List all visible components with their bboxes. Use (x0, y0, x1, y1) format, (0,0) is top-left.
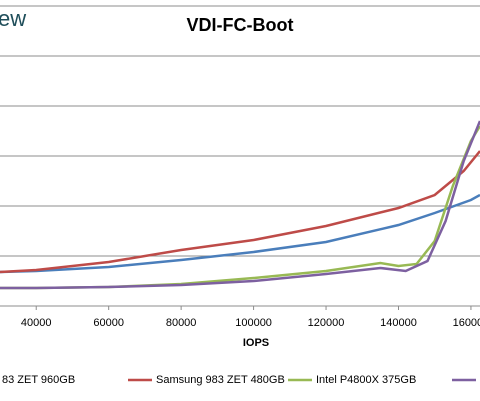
x-tick-label: 60000 (93, 317, 124, 329)
legend-label: 83 ZET 960GB (2, 374, 75, 386)
legend-label: Intel P4800X 375GB (316, 374, 416, 386)
x-tick-label: 80000 (166, 317, 197, 329)
series-line (0, 125, 480, 290)
x-tick-label: 120000 (308, 317, 345, 329)
series-line (0, 120, 480, 290)
x-tick-label: 160000 (453, 317, 480, 329)
series-line (0, 193, 480, 274)
chart-title: VDI-FC-Boot (187, 15, 294, 35)
x-tick-label: 140000 (380, 317, 417, 329)
logo: ew (0, 6, 26, 31)
x-axis-label: IOPS (243, 337, 269, 349)
x-tick-label: 40000 (21, 317, 52, 329)
x-tick-label: 100000 (235, 317, 272, 329)
legend-label: Samsung 983 ZET 480GB (156, 374, 285, 386)
series-line (0, 150, 480, 274)
